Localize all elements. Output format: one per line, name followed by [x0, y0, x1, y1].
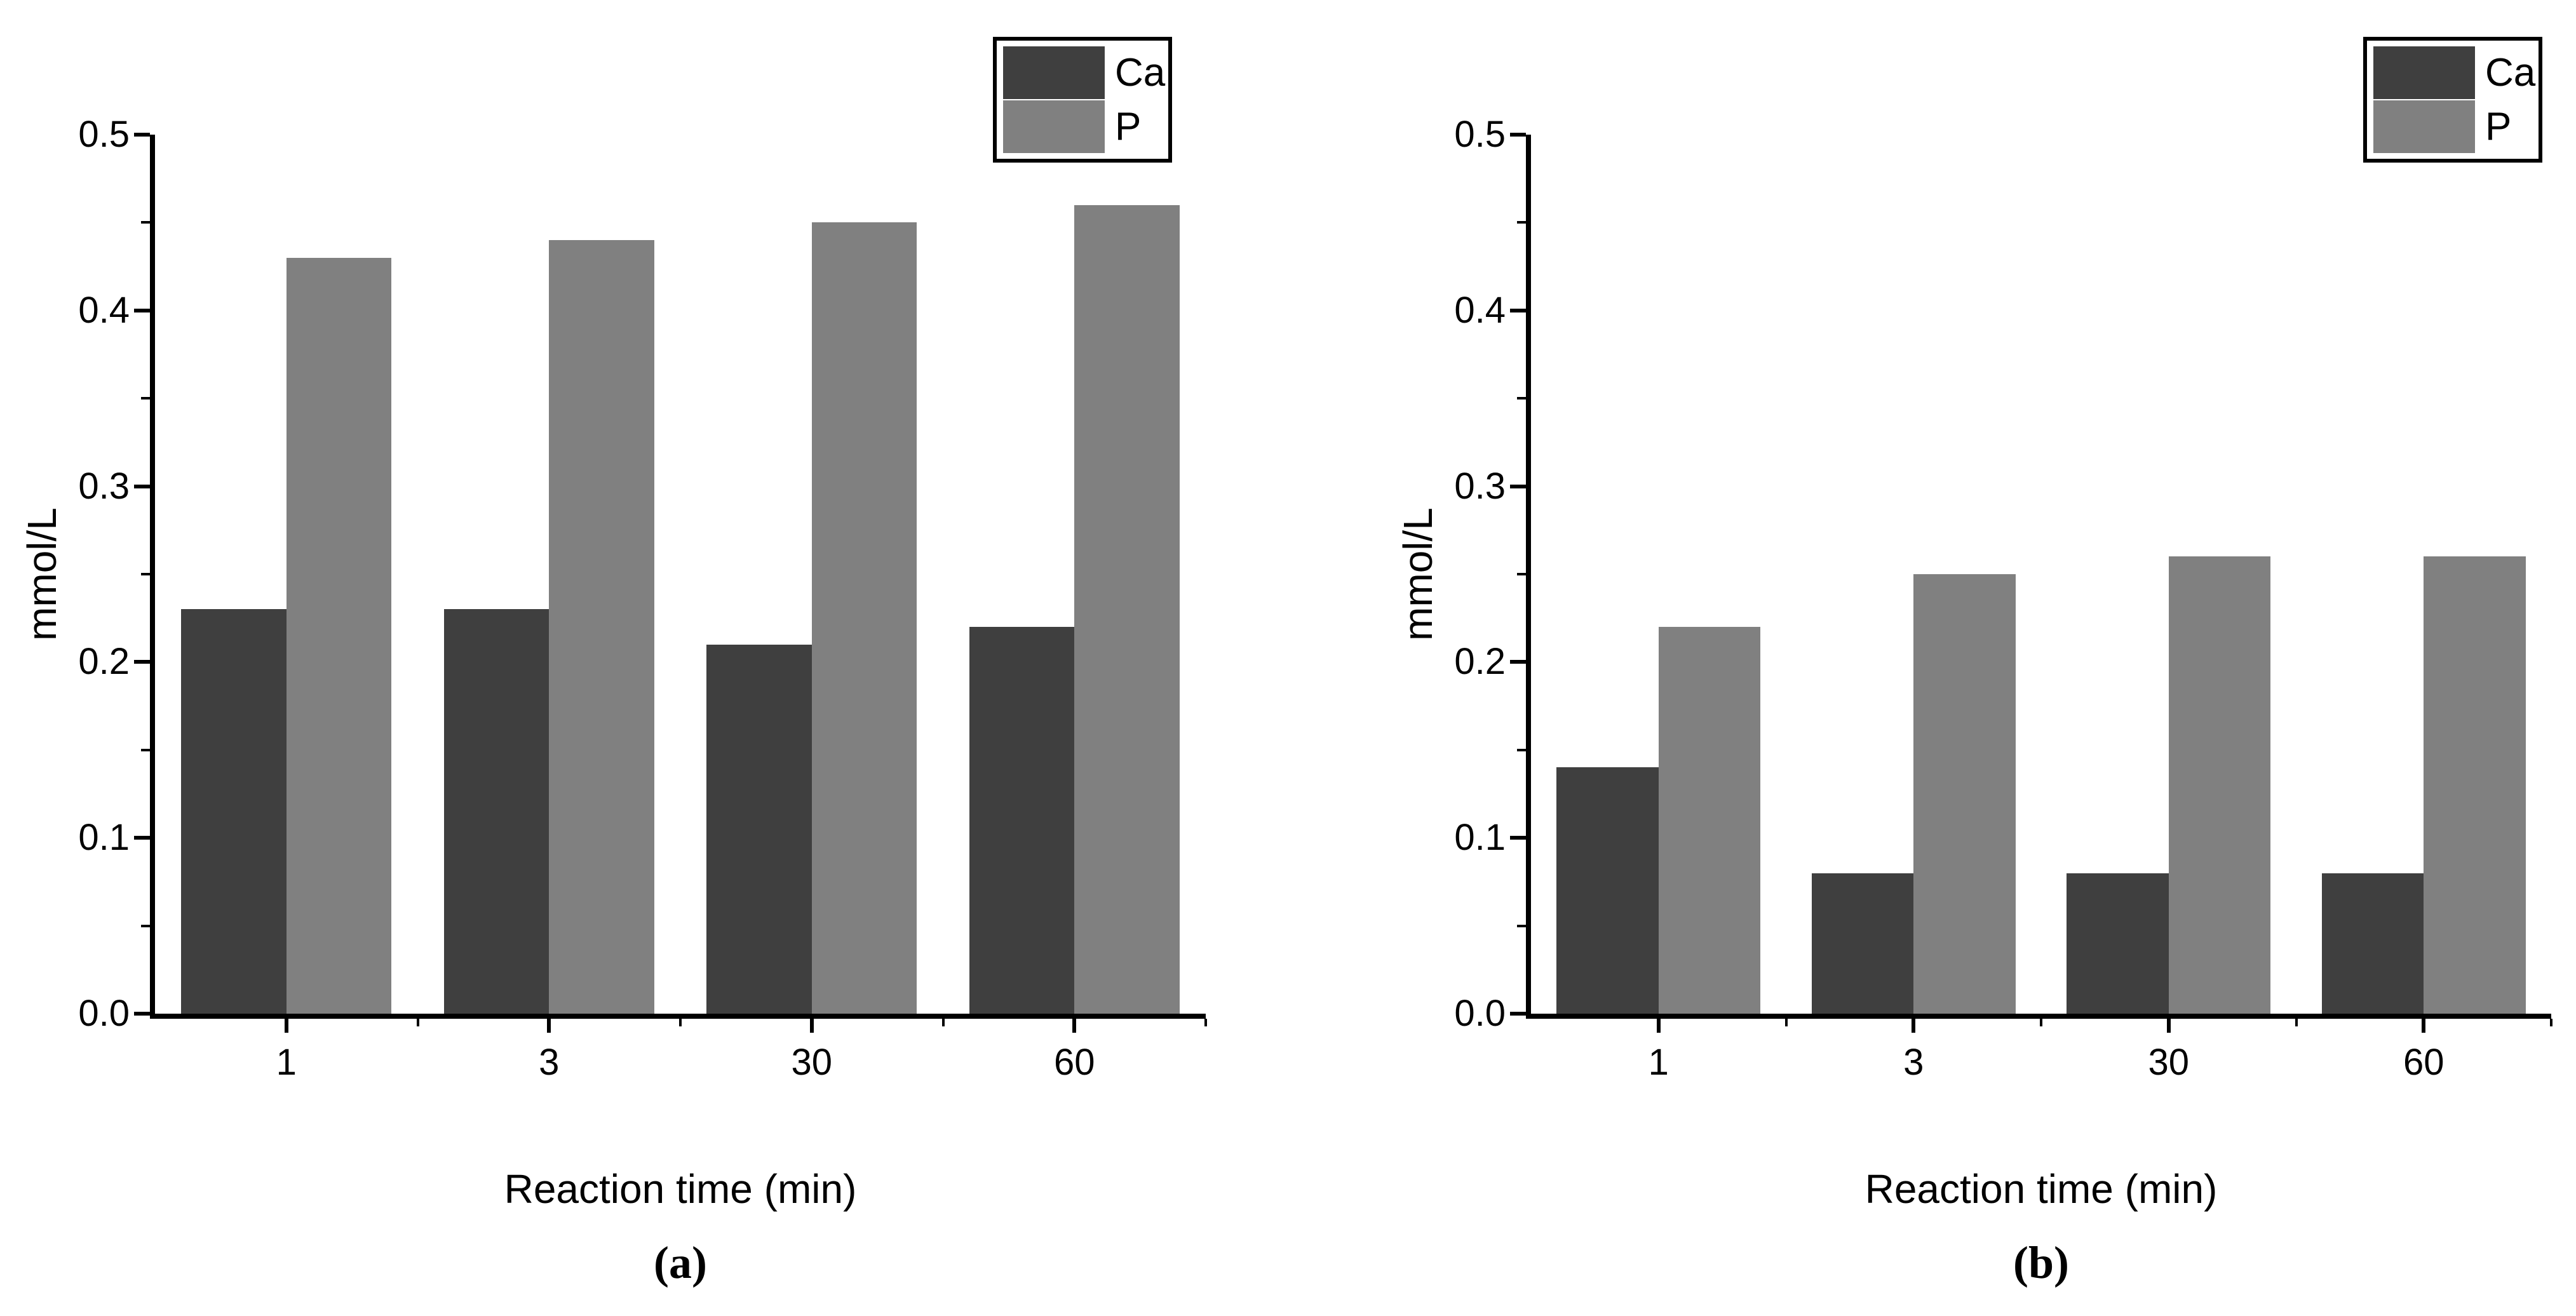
- legend: Ca P: [2363, 37, 2542, 163]
- legend-entry-ca: Ca: [1003, 46, 1166, 99]
- bar-p-1: [1658, 627, 1761, 1014]
- bar-p-30: [2168, 556, 2271, 1014]
- x-axis-minor-tick: [2040, 1019, 2042, 1026]
- x-axis-major-tick: [2422, 1019, 2426, 1033]
- y-axis-major-tick: [1510, 1012, 1526, 1016]
- x-axis-tick-label: 30: [2148, 1042, 2190, 1083]
- x-axis-minor-tick: [941, 1019, 945, 1026]
- y-axis-minor-tick: [141, 221, 150, 224]
- y-axis-minor-tick: [1517, 397, 1526, 400]
- panel-label-a: (a): [654, 1237, 707, 1288]
- y-axis-major-tick: [134, 836, 150, 840]
- y-axis-minor-tick: [1517, 573, 1526, 575]
- x-axis-tick-label: 1: [1648, 1042, 1669, 1083]
- x-axis-major-tick: [2166, 1019, 2171, 1033]
- chart-panel-a: mmol/L 0.0 0.1 0.2 0.3 0.4 0.5 1 3 30 60 Reaction…: [19, 37, 1207, 1286]
- y-axis-tick-label: 0.3: [1454, 465, 1506, 507]
- y-axis-major-tick: [1510, 660, 1526, 664]
- legend-swatch-p: [1003, 100, 1105, 153]
- legend-swatch-ca: [1003, 46, 1105, 99]
- y-axis-minor-tick: [141, 397, 150, 400]
- legend-label-ca: Ca: [1115, 50, 1166, 95]
- x-axis-major-tick: [809, 1019, 814, 1033]
- x-axis-major-tick: [547, 1019, 551, 1033]
- y-axis-major-tick: [1510, 484, 1526, 488]
- bar-ca-30: [706, 644, 812, 1014]
- y-axis-tick-label: 0.1: [78, 817, 130, 859]
- y-axis-tick-label: 0.3: [78, 465, 130, 507]
- y-axis-title: mmol/L: [1395, 507, 1441, 641]
- y-axis-title: mmol/L: [19, 507, 65, 641]
- y-axis-minor-tick: [141, 748, 150, 751]
- y-axis-tick-label: 0.1: [1454, 817, 1506, 859]
- y-axis-tick-label: 0.5: [78, 114, 130, 155]
- x-axis-title: Reaction time (min): [504, 1166, 857, 1212]
- x-axis-tick-label: 60: [1053, 1042, 1095, 1083]
- bar-p-3: [549, 240, 654, 1014]
- bar-ca-60: [969, 627, 1075, 1014]
- y-axis-minor-tick: [1517, 221, 1526, 224]
- bar-ca-3: [1811, 873, 1914, 1014]
- x-axis-minor-tick: [1784, 1019, 1788, 1026]
- legend-swatch-p: [2373, 100, 2475, 153]
- y-axis-tick-label: 0.5: [1454, 114, 1506, 155]
- bar-p-30: [811, 222, 917, 1014]
- y-axis-tick-label: 0.2: [78, 641, 130, 683]
- y-axis-tick-label: 0.4: [1454, 289, 1506, 331]
- x-axis-major-tick: [1912, 1019, 1916, 1033]
- y-axis-major-tick: [134, 484, 150, 488]
- y-axis-minor-tick: [141, 924, 150, 927]
- chart-panel-b: mmol/L 0.0 0.1 0.2 0.3 0.4 0.5 1 3 30 60 Reaction…: [1288, 0, 2576, 1316]
- y-axis-major-tick: [1510, 836, 1526, 840]
- x-axis-title: Reaction time (min): [1865, 1166, 2218, 1212]
- x-axis-tick-label: 30: [791, 1042, 833, 1083]
- legend-label-p: P: [1115, 104, 1142, 149]
- y-axis-major-tick: [134, 308, 150, 312]
- legend-label-ca: Ca: [2485, 50, 2536, 95]
- x-axis-minor-tick: [679, 1019, 682, 1026]
- bar-ca-30: [2067, 873, 2169, 1014]
- y-axis-major-tick: [134, 133, 150, 137]
- y-axis-major-tick: [134, 660, 150, 664]
- bar-p-1: [286, 257, 392, 1014]
- plot-area-a: 0.0 0.1 0.2 0.3 0.4 0.5 1 3 30 60 Reaction time (…: [78, 116, 1207, 1286]
- x-axis-minor-tick: [1204, 1019, 1207, 1026]
- legend-entry-p: P: [2373, 100, 2532, 153]
- bar-p-3: [1913, 574, 2016, 1014]
- legend-entry-ca: Ca: [2373, 46, 2536, 99]
- plot-area-b: 0.0 0.1 0.2 0.3 0.4 0.5 1 3 30 60 Reaction time (…: [1454, 116, 2552, 1286]
- y-axis-major-tick: [1510, 308, 1526, 312]
- y-axis-minor-tick: [141, 573, 150, 575]
- y-axis-tick-label: 0.0: [78, 993, 130, 1034]
- legend: Ca P: [993, 37, 1172, 163]
- x-axis-tick-label: 3: [539, 1042, 560, 1083]
- x-axis-tick-label: 60: [2403, 1042, 2445, 1083]
- y-axis-tick-label: 0.2: [1454, 641, 1506, 683]
- legend-label-p: P: [2485, 104, 2512, 149]
- y-axis-minor-tick: [1517, 924, 1526, 927]
- x-axis-minor-tick: [2295, 1019, 2298, 1026]
- legend-swatch-ca: [2373, 46, 2475, 99]
- bar-ca-60: [2321, 873, 2424, 1014]
- x-axis-major-tick: [284, 1019, 288, 1033]
- x-axis-tick-label: 3: [1903, 1042, 1924, 1083]
- x-axis-major-tick: [1072, 1019, 1077, 1033]
- bar-p-60: [1074, 205, 1180, 1014]
- x-axis-minor-tick: [2550, 1019, 2552, 1026]
- y-axis-major-tick: [1510, 133, 1526, 137]
- panel-label-b: (b): [2013, 1237, 2069, 1288]
- bar-ca-1: [1556, 767, 1659, 1014]
- y-axis-tick-label: 0.4: [78, 289, 130, 331]
- y-axis-major-tick: [134, 1012, 150, 1016]
- bar-ca-1: [181, 609, 287, 1014]
- x-axis-tick-label: 1: [276, 1042, 297, 1083]
- legend-entry-p: P: [1003, 100, 1162, 153]
- y-axis-tick-label: 0.0: [1454, 993, 1506, 1034]
- x-axis-major-tick: [1656, 1019, 1661, 1033]
- x-axis-minor-tick: [416, 1019, 419, 1026]
- y-axis-minor-tick: [1517, 748, 1526, 751]
- bar-p-60: [2424, 556, 2526, 1014]
- bar-ca-3: [443, 609, 550, 1014]
